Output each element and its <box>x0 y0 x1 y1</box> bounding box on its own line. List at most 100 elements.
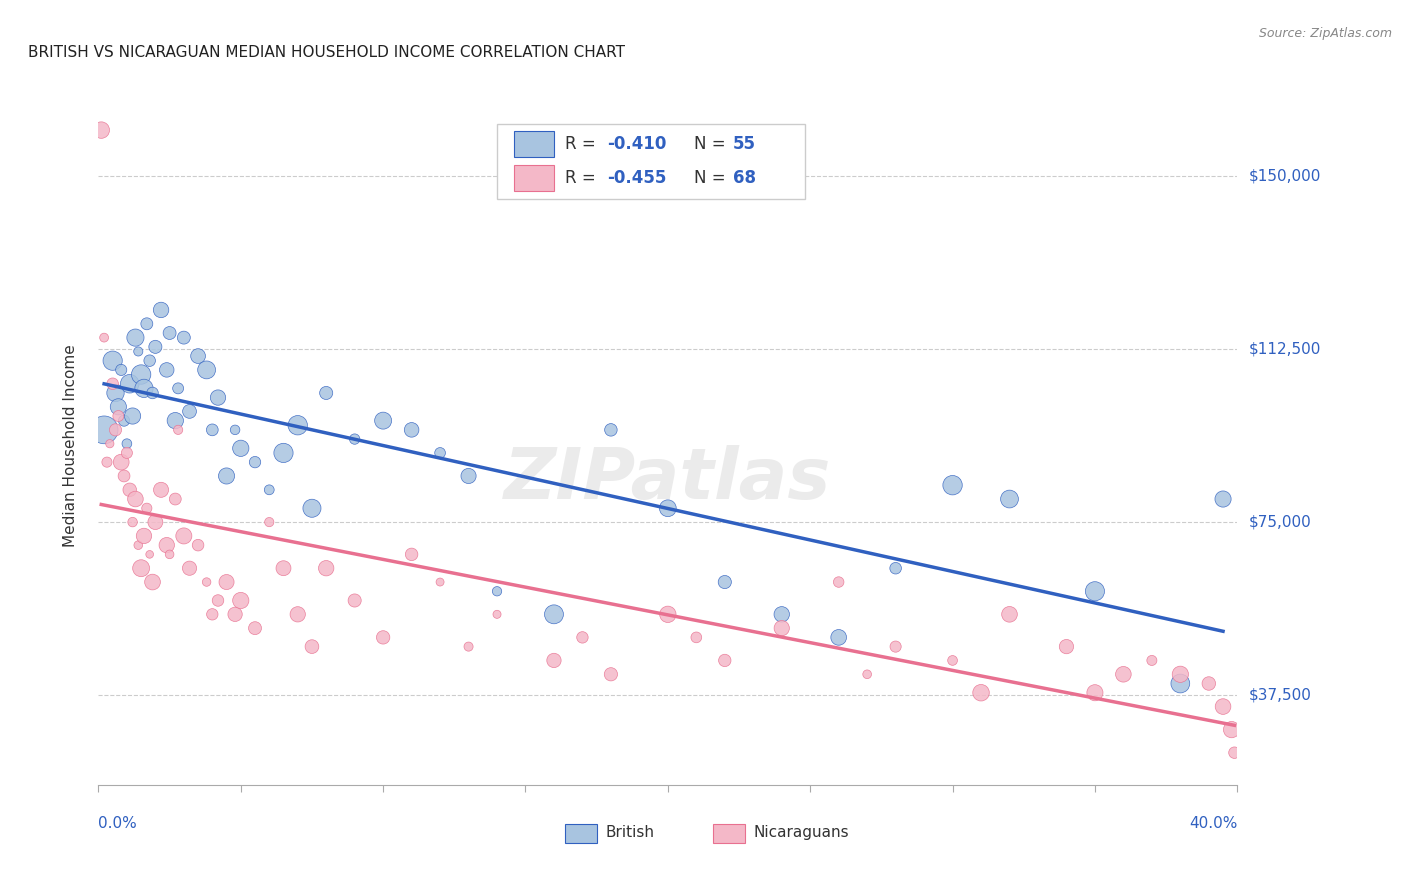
Point <box>287 607 309 622</box>
Point <box>187 538 209 552</box>
Text: -0.410: -0.410 <box>607 136 666 153</box>
Text: 68: 68 <box>733 169 756 187</box>
FancyBboxPatch shape <box>565 823 598 843</box>
Text: $37,500: $37,500 <box>1249 688 1312 703</box>
Point <box>167 381 190 395</box>
Point <box>259 483 281 497</box>
Point <box>301 501 323 516</box>
Point <box>770 621 793 635</box>
Point <box>243 621 266 635</box>
Point <box>998 607 1021 622</box>
Point <box>110 455 132 469</box>
Point <box>121 515 143 529</box>
Point <box>150 483 173 497</box>
Point <box>828 575 851 590</box>
FancyBboxPatch shape <box>515 131 554 157</box>
Point <box>215 469 238 483</box>
Point <box>207 593 229 607</box>
Point <box>600 423 623 437</box>
Point <box>657 501 679 516</box>
Point <box>159 326 181 340</box>
Point <box>201 607 224 622</box>
Point <box>457 640 479 654</box>
Point <box>141 575 163 590</box>
FancyBboxPatch shape <box>515 165 554 191</box>
Point <box>173 331 195 345</box>
Point <box>112 414 135 428</box>
Point <box>401 547 423 561</box>
Point <box>187 349 209 363</box>
Point <box>884 640 907 654</box>
Point <box>273 561 295 575</box>
Point <box>112 469 135 483</box>
Point <box>998 491 1021 506</box>
Point <box>167 423 190 437</box>
Text: $112,500: $112,500 <box>1249 342 1320 357</box>
Point <box>657 607 679 622</box>
Point <box>179 561 201 575</box>
Point <box>942 653 965 667</box>
Text: Nicaraguans: Nicaraguans <box>754 825 849 840</box>
Point <box>165 491 187 506</box>
Point <box>141 386 163 401</box>
Point <box>201 423 224 437</box>
Point <box>135 317 157 331</box>
Y-axis label: Median Household Income: Median Household Income <box>63 344 77 548</box>
Point <box>884 561 907 575</box>
Point <box>770 607 793 622</box>
Point <box>173 529 195 543</box>
Point <box>124 491 146 506</box>
Point <box>107 409 129 423</box>
Point <box>145 340 167 354</box>
Text: ZIPatlas: ZIPatlas <box>505 445 831 515</box>
Point <box>373 631 395 645</box>
Point <box>486 584 509 599</box>
Text: N =: N = <box>695 136 731 153</box>
Point <box>107 400 129 414</box>
Point <box>1170 676 1192 690</box>
Point <box>93 331 115 345</box>
Point <box>165 414 187 428</box>
Point <box>115 436 138 450</box>
Point <box>273 446 295 460</box>
Text: BRITISH VS NICARAGUAN MEDIAN HOUSEHOLD INCOME CORRELATION CHART: BRITISH VS NICARAGUAN MEDIAN HOUSEHOLD I… <box>28 45 626 60</box>
FancyBboxPatch shape <box>713 823 745 843</box>
Point <box>1084 686 1107 700</box>
Point <box>101 353 124 368</box>
Point <box>93 423 115 437</box>
Point <box>115 446 138 460</box>
Point <box>373 414 395 428</box>
Point <box>159 547 181 561</box>
Text: $75,000: $75,000 <box>1249 515 1312 530</box>
Point <box>156 363 179 377</box>
Point <box>1220 723 1243 737</box>
Point <box>1112 667 1135 681</box>
Point <box>132 381 155 395</box>
Text: 0.0%: 0.0% <box>98 815 138 830</box>
Point <box>127 344 149 359</box>
Point <box>118 376 141 391</box>
Point <box>457 469 479 483</box>
Point <box>486 607 509 622</box>
Text: $150,000: $150,000 <box>1249 169 1320 184</box>
Point <box>104 423 127 437</box>
Point <box>101 376 124 391</box>
Point <box>127 538 149 552</box>
Point <box>259 515 281 529</box>
Point <box>942 478 965 492</box>
Point <box>243 455 266 469</box>
Point <box>145 515 167 529</box>
Point <box>195 363 218 377</box>
Point <box>215 575 238 590</box>
Point <box>129 561 152 575</box>
Point <box>287 418 309 433</box>
Text: -0.455: -0.455 <box>607 169 666 187</box>
Point <box>543 607 565 622</box>
Point <box>600 667 623 681</box>
Text: Source: ZipAtlas.com: Source: ZipAtlas.com <box>1258 27 1392 40</box>
Point <box>1212 491 1234 506</box>
Point <box>1198 676 1220 690</box>
Point <box>129 368 152 382</box>
Point <box>150 302 173 317</box>
Point <box>224 423 246 437</box>
